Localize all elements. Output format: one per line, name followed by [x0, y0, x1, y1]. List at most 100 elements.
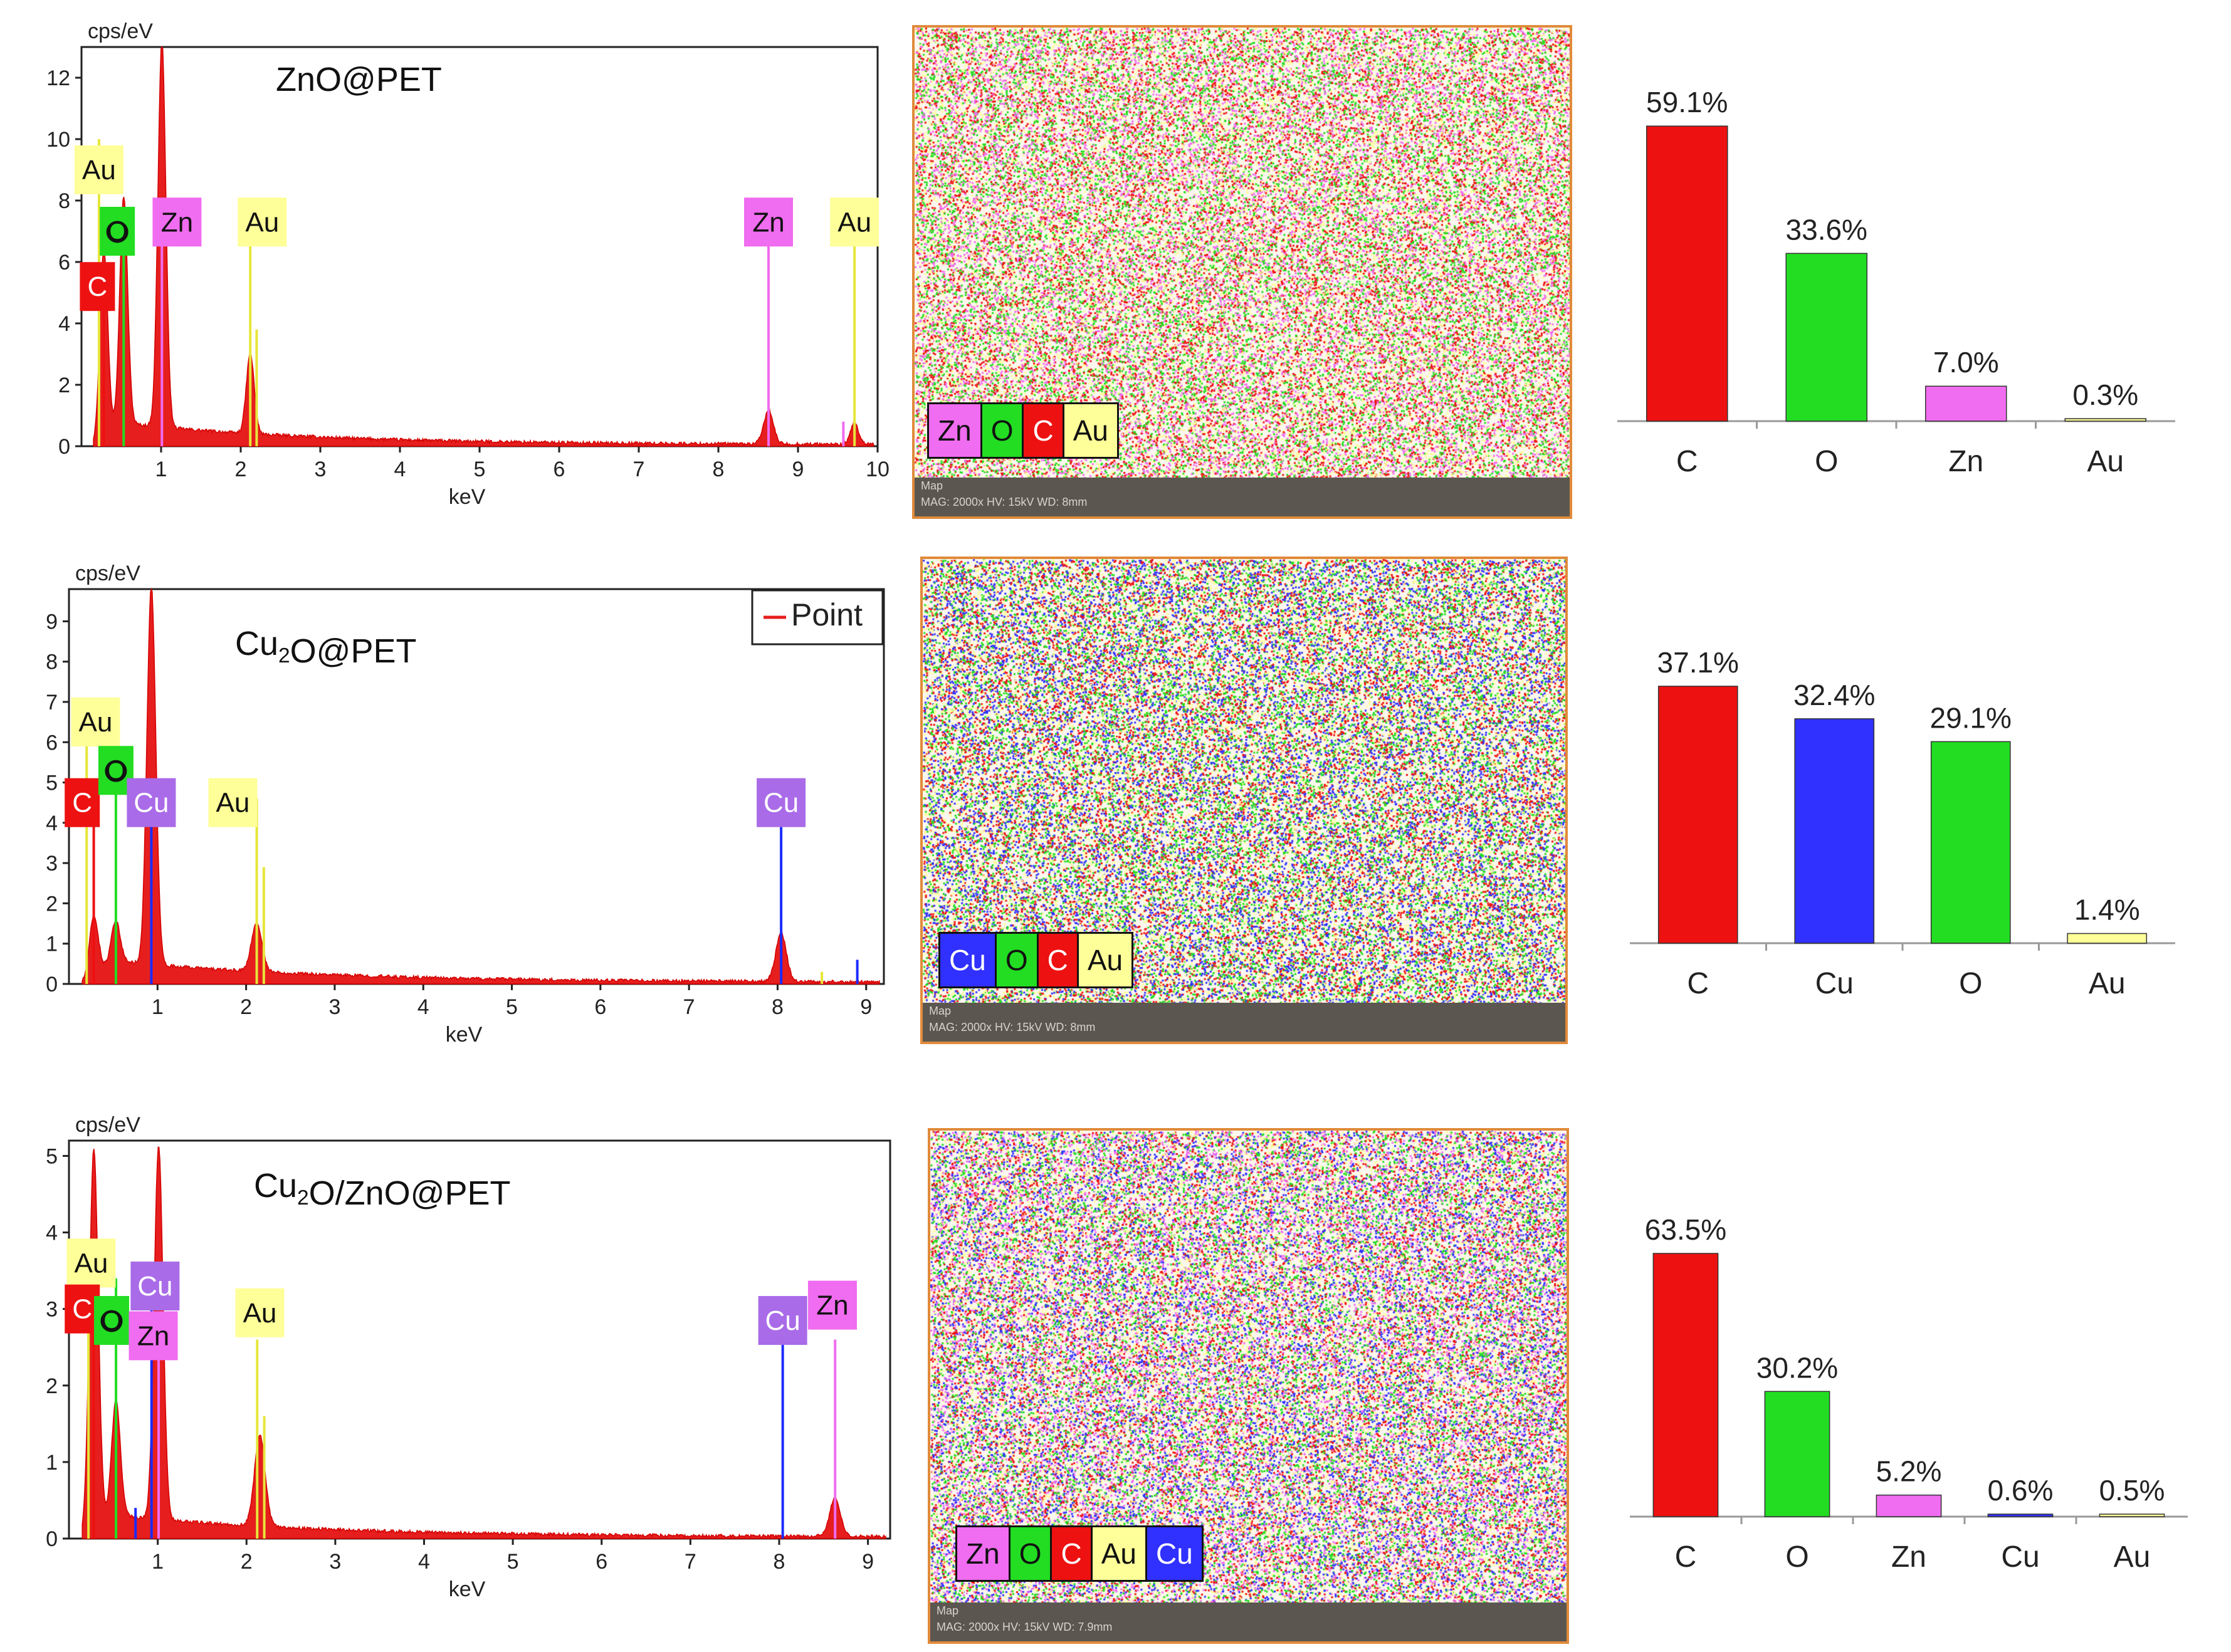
y-axis-label: cps/eV: [75, 562, 140, 585]
category-label: O: [1785, 1540, 1808, 1574]
bar-c: [1652, 1253, 1719, 1517]
map-legend-o: O: [996, 934, 1039, 986]
plot-frame: [68, 1139, 891, 1540]
element-label-text: Cu: [137, 1271, 172, 1302]
map-footer-info: MAG: 2000x HV: 15kV WD: 8mm: [921, 496, 1088, 508]
y-tick-label: 4: [46, 812, 58, 835]
y-tick-label: 6: [46, 731, 58, 755]
composition-bar-chart-cu2opet: 37.1% C 32.4% Cu 29.1% O 1.4% Au: [1630, 646, 2175, 1000]
element-label-box: [758, 1295, 807, 1345]
element-label-box: [130, 1262, 180, 1311]
bar-value-label: 0.6%: [1988, 1474, 2054, 1507]
y-tick-label: 9: [46, 610, 58, 634]
plot-frame: [80, 46, 879, 447]
element-label-au: Au: [235, 1288, 285, 1337]
bar-value-label: 63.5%: [1645, 1213, 1726, 1246]
category-label: Au: [2089, 967, 2126, 1000]
y-tick-label: 1: [46, 933, 58, 956]
element-label-box: [65, 1284, 100, 1334]
map-legend-o: O: [982, 404, 1024, 457]
elemental-map-znopet: Zn O C Au Map MAG: 2000x HV: 15kV WD: 8mm: [912, 25, 1572, 519]
y-tick-label: 0: [46, 1527, 58, 1551]
x-tick-label: 8: [713, 457, 725, 481]
map-legend-o: O: [1010, 1527, 1053, 1580]
x-tick-label: 3: [328, 995, 340, 1019]
element-label-box: [757, 778, 806, 827]
element-label-cu: Cu: [758, 1295, 807, 1345]
element-label-box: [71, 698, 120, 747]
map-legend-au: Au: [1064, 404, 1117, 457]
x-tick-label: 1: [152, 995, 164, 1019]
map-legend-zn: Zn: [929, 404, 982, 457]
y-tick-label: 2: [46, 892, 58, 916]
element-label-text: Au: [245, 207, 279, 238]
element-label-box: [208, 778, 258, 827]
y-tick-label: 0: [46, 973, 58, 996]
element-label-box: [238, 197, 287, 247]
category-label: Zn: [1948, 445, 1983, 478]
element-label-text: C: [88, 271, 108, 302]
element-label-box: [65, 778, 100, 827]
bar-o: [1785, 253, 1868, 422]
spectrum-title: Cu2O@PET: [235, 625, 417, 670]
element-label-text: Cu: [764, 788, 799, 818]
x-tick-label: 4: [417, 995, 429, 1019]
bar-o: [1930, 741, 2011, 944]
x-tick-label: 4: [418, 1550, 430, 1574]
element-label-text: Au: [216, 788, 249, 818]
element-label-box: [93, 1295, 129, 1345]
y-tick-label: 6: [58, 251, 70, 274]
x-tick-label: 10: [866, 457, 890, 481]
element-label-box: [74, 145, 123, 194]
bar-au: [2064, 418, 2147, 422]
bar-cu: [1794, 718, 1875, 944]
bar-value-label: 5.2%: [1876, 1455, 1942, 1488]
bar-zn: [1876, 1494, 1942, 1517]
category-label: O: [1959, 967, 1982, 1000]
x-tick-label: 5: [474, 457, 486, 481]
composition-bar-chart-cu2oznopet: 63.5% C 30.2% O 5.2% Zn 0.6% Cu 0.5% Au: [1630, 1213, 2188, 1574]
x-tick-label: 1: [155, 457, 167, 481]
element-label-box: [235, 1288, 285, 1337]
x-axis-label: keV: [449, 485, 486, 509]
x-tick-label: 1: [152, 1550, 164, 1574]
y-tick-label: 3: [46, 1298, 58, 1322]
map-legend-cu: Cu: [940, 934, 997, 986]
x-axis-label: keV: [449, 1577, 486, 1601]
plot-frame: [68, 588, 885, 985]
element-label-ring: [106, 221, 129, 243]
element-label-au: Au: [830, 197, 879, 247]
category-label: O: [1815, 445, 1838, 478]
element-label-text: Cu: [765, 1305, 801, 1336]
bar-c: [1646, 125, 1728, 422]
x-tick-label: 6: [594, 995, 606, 1019]
element-label-o: O: [100, 207, 135, 256]
element-label-au: Au: [208, 778, 258, 827]
map-footer-title: Map: [937, 1604, 959, 1617]
bar-au: [2099, 1513, 2165, 1517]
element-label-ring: [105, 760, 127, 782]
bar-value-label: 7.0%: [1933, 346, 1999, 379]
element-label-box: [100, 207, 135, 256]
bar-au: [2067, 933, 2148, 944]
element-label-cu: Cu: [130, 1262, 180, 1311]
category-label: Cu: [1815, 967, 1854, 1000]
bar-value-label: 0.5%: [2099, 1474, 2165, 1507]
map-legend-c: C: [1038, 934, 1079, 986]
element-label-ring: [100, 1310, 123, 1332]
bar-value-label: 37.1%: [1657, 646, 1739, 679]
x-tick-label: 2: [241, 1550, 253, 1574]
category-label: C: [1675, 1540, 1697, 1574]
element-label-text: Au: [74, 1248, 108, 1278]
spectrum-trace: [81, 587, 880, 985]
y-axis-label: cps/eV: [75, 1113, 140, 1137]
y-tick-label: 3: [46, 852, 58, 876]
category-label: Zn: [1891, 1540, 1926, 1574]
element-label-text: Zn: [816, 1290, 848, 1321]
bar-value-label: 30.2%: [1756, 1351, 1838, 1384]
category-label: C: [1687, 967, 1709, 1000]
x-tick-label: 5: [507, 1550, 519, 1574]
element-label-zn: Zn: [129, 1311, 178, 1361]
spectrum-title: Cu2O/ZnO@PET: [254, 1167, 511, 1212]
